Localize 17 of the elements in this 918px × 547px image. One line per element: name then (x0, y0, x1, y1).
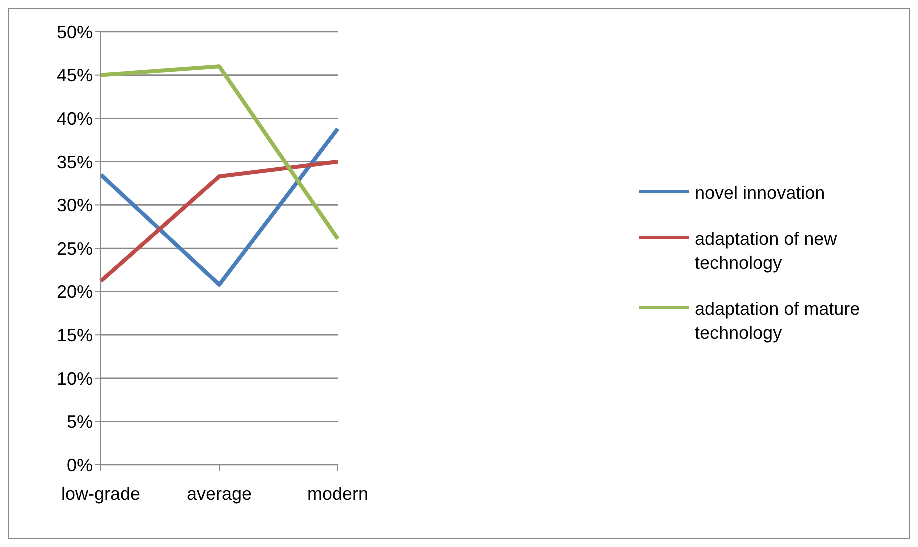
y-tick-label: 15% (56, 325, 93, 346)
legend-label: novel innovation (695, 182, 826, 204)
legend-label: adaptation of mature technology (695, 298, 862, 344)
y-tick-label: 25% (56, 238, 93, 259)
y-tick-label: 20% (56, 282, 93, 302)
x-tick-label: low-grade (61, 484, 141, 504)
y-tick-label: 35% (56, 152, 93, 172)
y-tick-label: 40% (56, 108, 93, 129)
y-tick-label: 30% (56, 196, 93, 216)
y-tick-label: 50% (56, 22, 93, 42)
y-tick-label: 45% (56, 66, 93, 86)
y-tick-label: 5% (66, 412, 93, 432)
y-tick-label: 0% (66, 455, 93, 476)
x-tick-label: average (186, 484, 252, 504)
legend-label: adaptation of new technology (695, 228, 838, 274)
x-tick-label: modern (307, 484, 369, 504)
y-tick-label: 10% (56, 368, 93, 389)
